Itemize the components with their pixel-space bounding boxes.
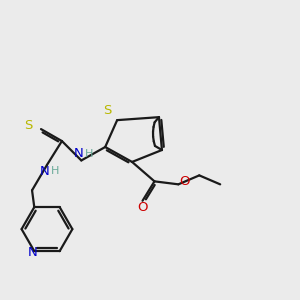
Text: N: N: [74, 147, 84, 161]
Text: H: H: [51, 167, 59, 176]
Text: H: H: [85, 149, 93, 159]
Text: S: S: [103, 103, 112, 117]
Text: S: S: [24, 119, 33, 132]
Text: O: O: [137, 201, 148, 214]
Text: N: N: [28, 246, 38, 259]
Text: N: N: [40, 165, 50, 178]
Text: O: O: [180, 176, 190, 188]
